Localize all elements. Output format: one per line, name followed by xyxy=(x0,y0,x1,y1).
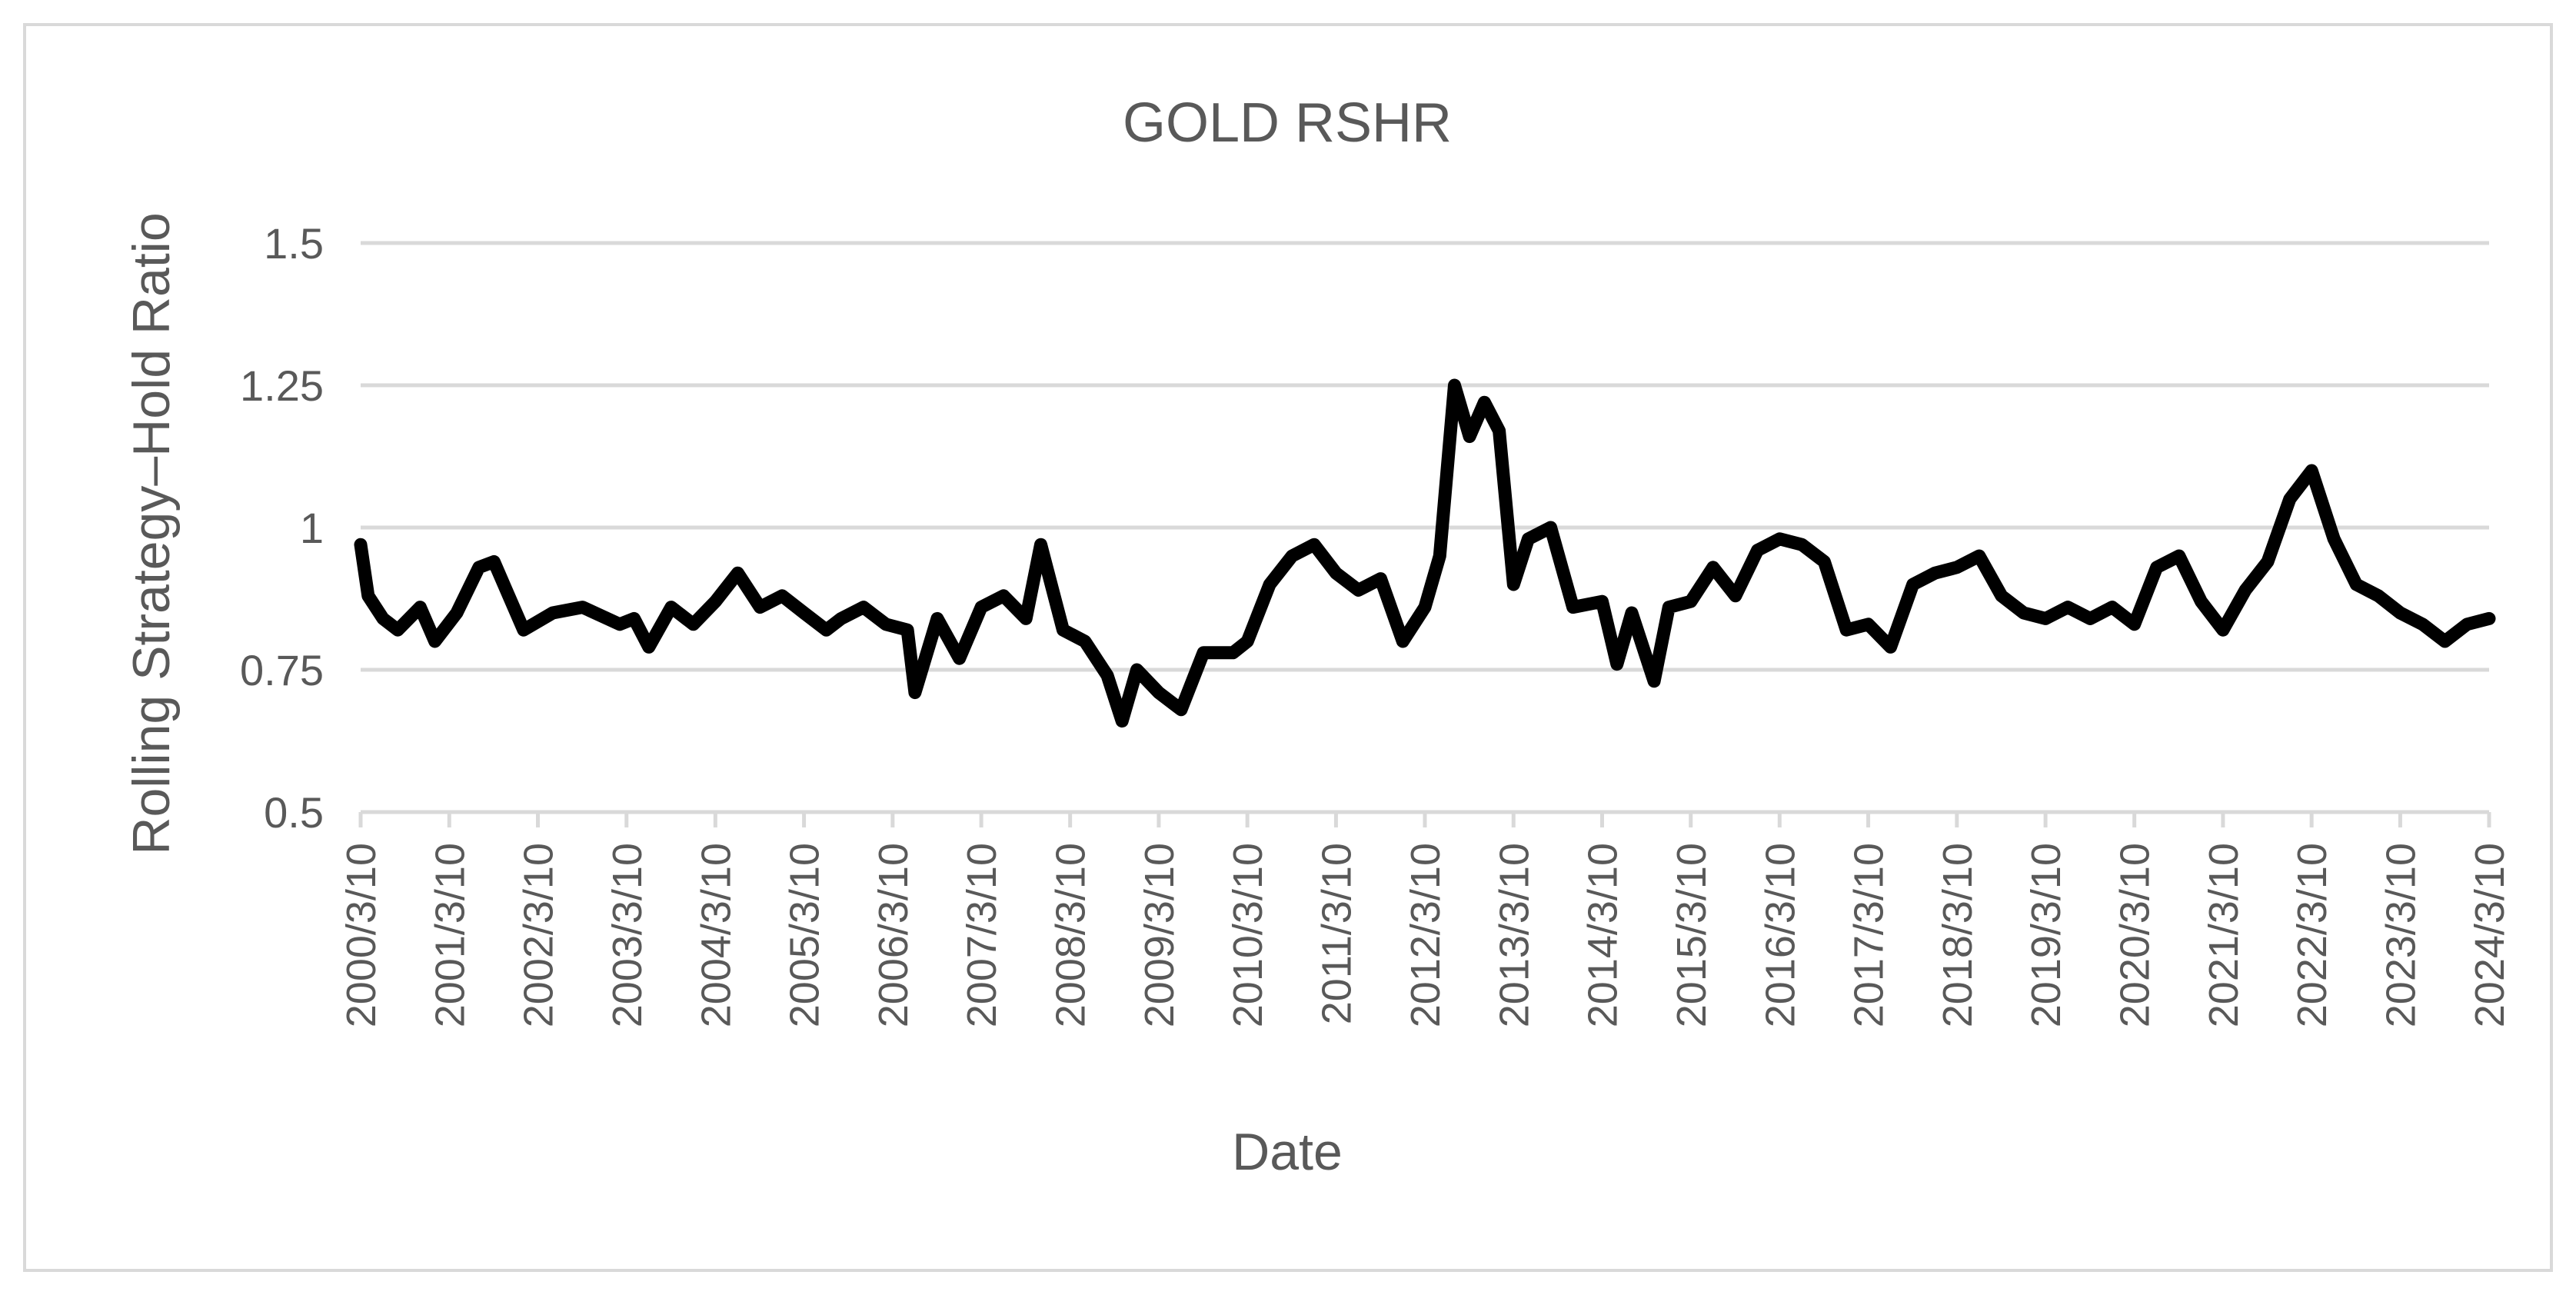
chart-svg: GOLD RSHR Date Rolling Strategy–Hold Rat… xyxy=(122,92,2513,1181)
y-tick-label: 0.75 xyxy=(240,646,324,694)
x-tick-label: 2009/3/10 xyxy=(1137,843,1183,1027)
x-tick-label: 2014/3/10 xyxy=(1580,843,1626,1027)
x-tick-label: 2011/3/10 xyxy=(1313,843,1360,1024)
x-tick-label: 2017/3/10 xyxy=(1846,843,1892,1027)
y-tick-label: 1.25 xyxy=(240,361,324,410)
x-tick-label: 2007/3/10 xyxy=(959,843,1005,1027)
x-tick-label: 2023/3/10 xyxy=(2378,843,2424,1027)
x-tick-label: 2018/3/10 xyxy=(1935,843,1981,1027)
label-layer: GOLD RSHR Date Rolling Strategy–Hold Rat… xyxy=(122,92,2513,1181)
chart-title: GOLD RSHR xyxy=(1123,92,1452,154)
x-tick-label: 2015/3/10 xyxy=(1669,843,1715,1027)
y-tick-label: 1.5 xyxy=(264,219,324,268)
x-tick-label: 2019/3/10 xyxy=(2023,843,2069,1027)
y-tick-label: 0.5 xyxy=(264,788,324,837)
y-tick-label: 1 xyxy=(300,504,324,552)
x-tick-label: 2020/3/10 xyxy=(2112,843,2158,1027)
x-tick-label: 2024/3/10 xyxy=(2467,843,2513,1027)
x-tick-label: 2006/3/10 xyxy=(870,843,917,1027)
y-axis-title: Rolling Strategy–Hold Ratio xyxy=(122,212,181,854)
x-tick-label: 2003/3/10 xyxy=(604,843,651,1027)
series-line xyxy=(354,378,2496,728)
x-tick-label: 2010/3/10 xyxy=(1225,843,1271,1027)
series-layer xyxy=(354,378,2496,728)
x-tick-label: 2001/3/10 xyxy=(427,843,473,1027)
x-tick-label: 2013/3/10 xyxy=(1491,843,1537,1027)
x-tick-label: 2022/3/10 xyxy=(2289,843,2335,1027)
x-tick-label: 2005/3/10 xyxy=(782,843,828,1027)
x-tick-label: 2021/3/10 xyxy=(2201,843,2247,1027)
x-tick-label: 2008/3/10 xyxy=(1048,843,1094,1027)
grid-layer xyxy=(361,241,2489,672)
x-tick-label: 2012/3/10 xyxy=(1403,843,1449,1027)
x-axis-title: Date xyxy=(1232,1123,1343,1181)
x-tick-label: 2002/3/10 xyxy=(516,843,562,1027)
axis-layer xyxy=(358,810,2491,827)
x-tick-label: 2016/3/10 xyxy=(1757,843,1803,1027)
chart-frame: GOLD RSHR Date Rolling Strategy–Hold Rat… xyxy=(23,23,2553,1272)
x-tick-label: 2004/3/10 xyxy=(693,843,739,1027)
x-tick-label: 2000/3/10 xyxy=(338,843,384,1027)
